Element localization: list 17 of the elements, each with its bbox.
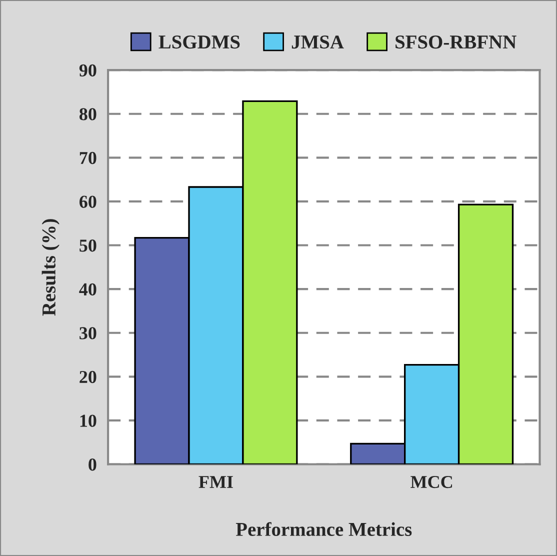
y-tick-label: 60 <box>80 196 96 208</box>
legend-label: SFSO-RBFNN <box>396 36 516 49</box>
x-tick-label: MCC <box>410 476 452 488</box>
x-axis-title: Performance Metrics <box>236 522 412 536</box>
legend-label: JMSA <box>292 36 344 49</box>
y-tick-label: 50 <box>80 240 96 252</box>
y-tick-label: 90 <box>79 64 96 76</box>
x-tick-label: FMI <box>198 476 233 488</box>
y-tick-label: 70 <box>80 152 96 164</box>
y-tick-label: 40 <box>79 283 96 296</box>
y-axis-title: Results (%) <box>42 219 60 316</box>
y-tick-label: 10 <box>80 414 96 427</box>
y-tick-label: 80 <box>79 108 96 120</box>
y-tick-label: 20 <box>80 370 96 384</box>
y-tick-label: 30 <box>80 327 96 340</box>
legend-label: LSGDMS <box>158 36 240 49</box>
y-tick-label: 0 <box>88 458 96 471</box>
